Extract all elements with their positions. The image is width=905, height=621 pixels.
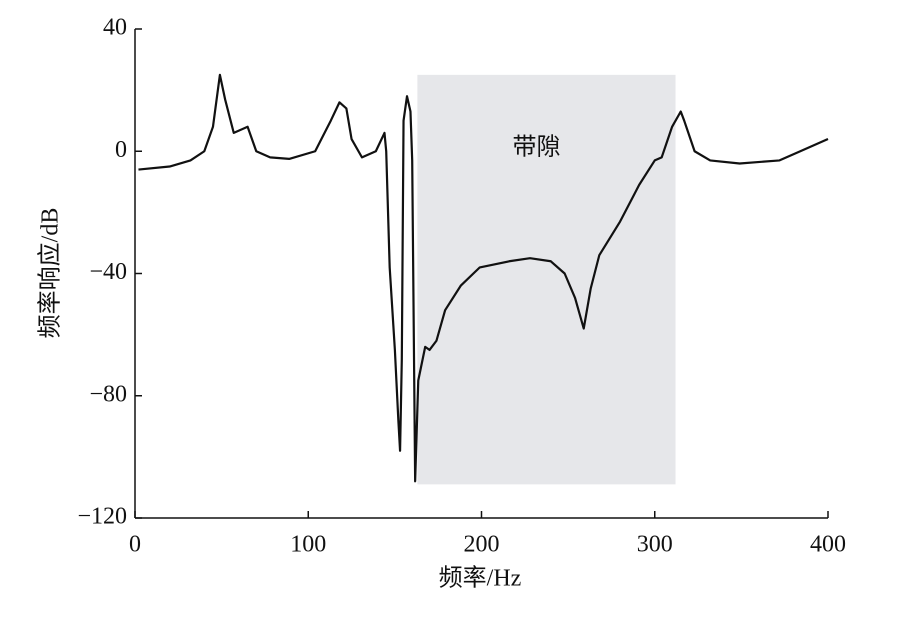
x-tick-label: 400 [810, 532, 846, 558]
y-tick-label: −40 [89, 259, 127, 285]
x-axis-label: 频率/Hz [439, 565, 522, 592]
region-label: 带隙 [512, 133, 560, 160]
x-tick-label: 0 [129, 532, 141, 558]
y-tick-label: 0 [115, 137, 127, 163]
x-tick-label: 300 [637, 532, 673, 558]
y-tick-label: −80 [89, 381, 127, 407]
x-tick-label: 100 [290, 532, 326, 558]
y-axis-label: 频率响应/dB [37, 208, 64, 339]
x-tick-label: 200 [464, 532, 500, 558]
line [138, 73, 829, 483]
y-tick-label: −120 [77, 504, 127, 530]
y-tick-label: 40 [103, 15, 127, 41]
shaded-region [417, 74, 676, 485]
